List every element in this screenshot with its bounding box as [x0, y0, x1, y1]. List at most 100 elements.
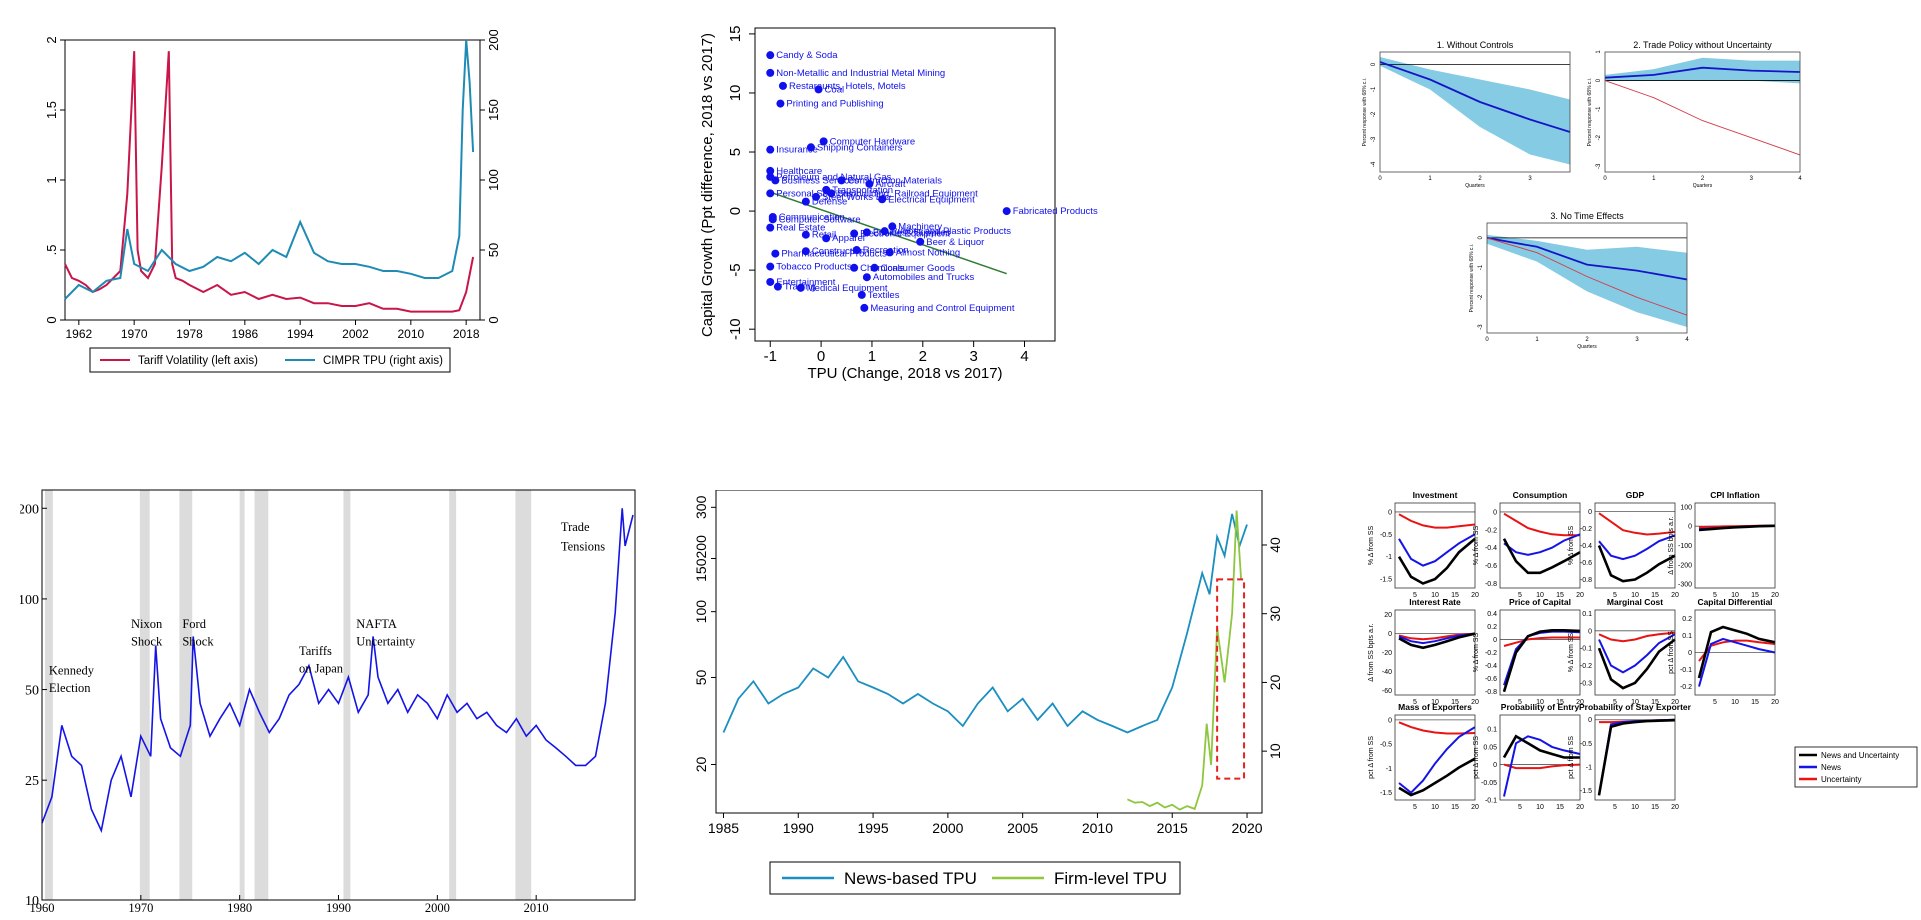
irf-line-2 — [1598, 512, 1676, 536]
irf-panel-title: Mass of Exporters — [1398, 702, 1472, 712]
x-tick-label: 5 — [1613, 804, 1617, 811]
irf-line-1 — [1598, 534, 1676, 561]
news-firm-tpu-svg: 20 50 100 150200 300 10 20 30 40 1985 1990 1995 2000… — [693, 489, 1283, 895]
y-tick-label: 1 — [1596, 50, 1602, 54]
y-axis-label: Capital Growth (Ppt difference, 2018 vs … — [699, 33, 716, 337]
irf-line-0 — [1502, 538, 1581, 575]
irf-panel-title: Investment — [1413, 490, 1458, 500]
plot-frame — [1594, 609, 1676, 696]
x-tick-label: 10 — [1631, 592, 1639, 599]
irf-line-1 — [1598, 633, 1676, 674]
x-tick-label: 1980 — [227, 901, 252, 913]
scatter-point — [850, 263, 859, 272]
scatter-point — [837, 176, 846, 185]
irf-panel-title: Capital Differential — [1697, 597, 1772, 607]
x-tick-label: 4 — [1798, 176, 1802, 182]
tariff-volatility-svg: 0 .5 1 1.5 2 0 50 100 150 200 1962 1970 1978 1986 1994… — [44, 29, 501, 373]
scatter-point — [862, 273, 871, 282]
x-tick-label: 15 — [1651, 592, 1659, 599]
point-label: Transportation — [832, 185, 893, 196]
plot-frame — [1604, 51, 1801, 173]
scatter-point — [771, 249, 780, 258]
point-label: Defense — [812, 197, 847, 208]
impulse-response-grid: Investment 0 -0.5 -1 -1.5 5 10 15 20 % Δ from SS C… — [1350, 485, 1920, 915]
scatter-point — [1002, 207, 1011, 216]
point-label: Electrical Equipment — [888, 194, 975, 205]
impulse-response-svg: Investment 0 -0.5 -1 -1.5 5 10 15 20 % Δ from SS C… — [1368, 490, 1918, 811]
x-tick-label: 5 — [1713, 699, 1717, 706]
y-tick-label: 200 — [20, 502, 39, 517]
event-annotation: Shock — [131, 635, 163, 649]
y-tick-label: -2 — [1371, 111, 1377, 117]
plot-frame — [1499, 714, 1581, 801]
comparison-line — [1604, 80, 1801, 156]
x-tick-label: 15 — [1556, 592, 1564, 599]
event-annotation: Ford — [182, 617, 206, 631]
y-tick-label: 10 — [727, 85, 744, 102]
y-tick-label-right: 10 — [1267, 743, 1283, 759]
scatter-point — [850, 229, 859, 238]
point-label: Electronic Equipment — [860, 229, 950, 240]
y-axis-label: % Δ from SS — [1568, 526, 1575, 566]
y-tick-label-left: 300 — [693, 495, 709, 519]
scatter-point — [801, 247, 810, 256]
x-tick-label: 15 — [1751, 592, 1759, 599]
y-tick-label: 0.1 — [1487, 727, 1497, 734]
x-tick-label: 0 — [817, 348, 825, 365]
confidence-band — [1487, 234, 1687, 328]
x-tick-label: 5 — [1518, 804, 1522, 811]
y-tick-label: 0 — [1596, 78, 1602, 82]
y-tick-label: -1 — [1586, 764, 1592, 771]
series-line-0 — [64, 51, 475, 313]
x-tick-label: 1960 — [30, 901, 55, 913]
irf-line-1 — [1398, 726, 1476, 795]
y-tick-label: -10 — [727, 318, 744, 340]
point-label: Shipbuilding, Railroad Equipment — [837, 188, 978, 199]
y-tick-label: 0 — [1478, 236, 1484, 240]
y-tick-label-left: 1.5 — [44, 101, 59, 119]
y-tick-label: -0.2 — [1485, 650, 1497, 657]
scatter-point — [801, 230, 810, 239]
y-tick-label: 0 — [1588, 509, 1592, 516]
x-tick-label: 0 — [1485, 337, 1489, 343]
event-annotation: Trade — [561, 520, 590, 534]
event-annotation: on Japan — [299, 661, 344, 675]
scatter-point — [852, 246, 861, 255]
x-tick-label: 2000 — [425, 901, 450, 913]
x-tick-label: 20 — [1671, 804, 1679, 811]
irf-line-1 — [1398, 632, 1476, 645]
y-tick-label: -0.8 — [1485, 581, 1497, 588]
event-annotation: Nixon — [131, 617, 163, 631]
highlight-box — [1216, 578, 1246, 780]
plot-frame — [1694, 609, 1776, 696]
legend-label-1: CIMPR TPU (right axis) — [323, 355, 443, 367]
point-label: Non-Metallic and Industrial Metal Mining — [776, 68, 945, 79]
scatter-point — [870, 263, 879, 272]
x-tick-label: 1986 — [231, 327, 258, 341]
y-tick-label: 0 — [1388, 631, 1392, 638]
comparison-line — [1486, 237, 1688, 316]
irf-line-2 — [1598, 631, 1676, 643]
y-tick-label: -0.6 — [1485, 563, 1497, 570]
point-label: Business Supplies — [873, 227, 951, 238]
x-tick-label: -1 — [764, 348, 777, 365]
scatter-point — [766, 166, 775, 175]
x-tick-label: 0 — [1378, 176, 1382, 182]
confidence-band — [1380, 57, 1570, 165]
scatter-point — [819, 137, 828, 146]
y-tick-label: -0.2 — [1680, 684, 1692, 691]
y-tick-label: -2 — [1478, 294, 1484, 300]
irf-panel-title: Marginal Cost — [1607, 597, 1663, 607]
y-tick-label: 0 — [727, 207, 744, 215]
x-tick-label: 20 — [1671, 592, 1679, 599]
x-tick-label: 10 — [1431, 699, 1439, 706]
x-tick-label: 2005 — [1007, 820, 1038, 836]
y-tick-label: 20 — [1384, 612, 1392, 619]
scatter-point — [766, 68, 775, 77]
scatter-point — [768, 215, 777, 224]
x-tick-label: 1962 — [65, 327, 92, 341]
tpu-index-line — [41, 508, 634, 834]
x-tick-label: 5 — [1613, 699, 1617, 706]
recession-band — [239, 490, 245, 900]
x-tick-label: 4 — [1685, 337, 1689, 343]
